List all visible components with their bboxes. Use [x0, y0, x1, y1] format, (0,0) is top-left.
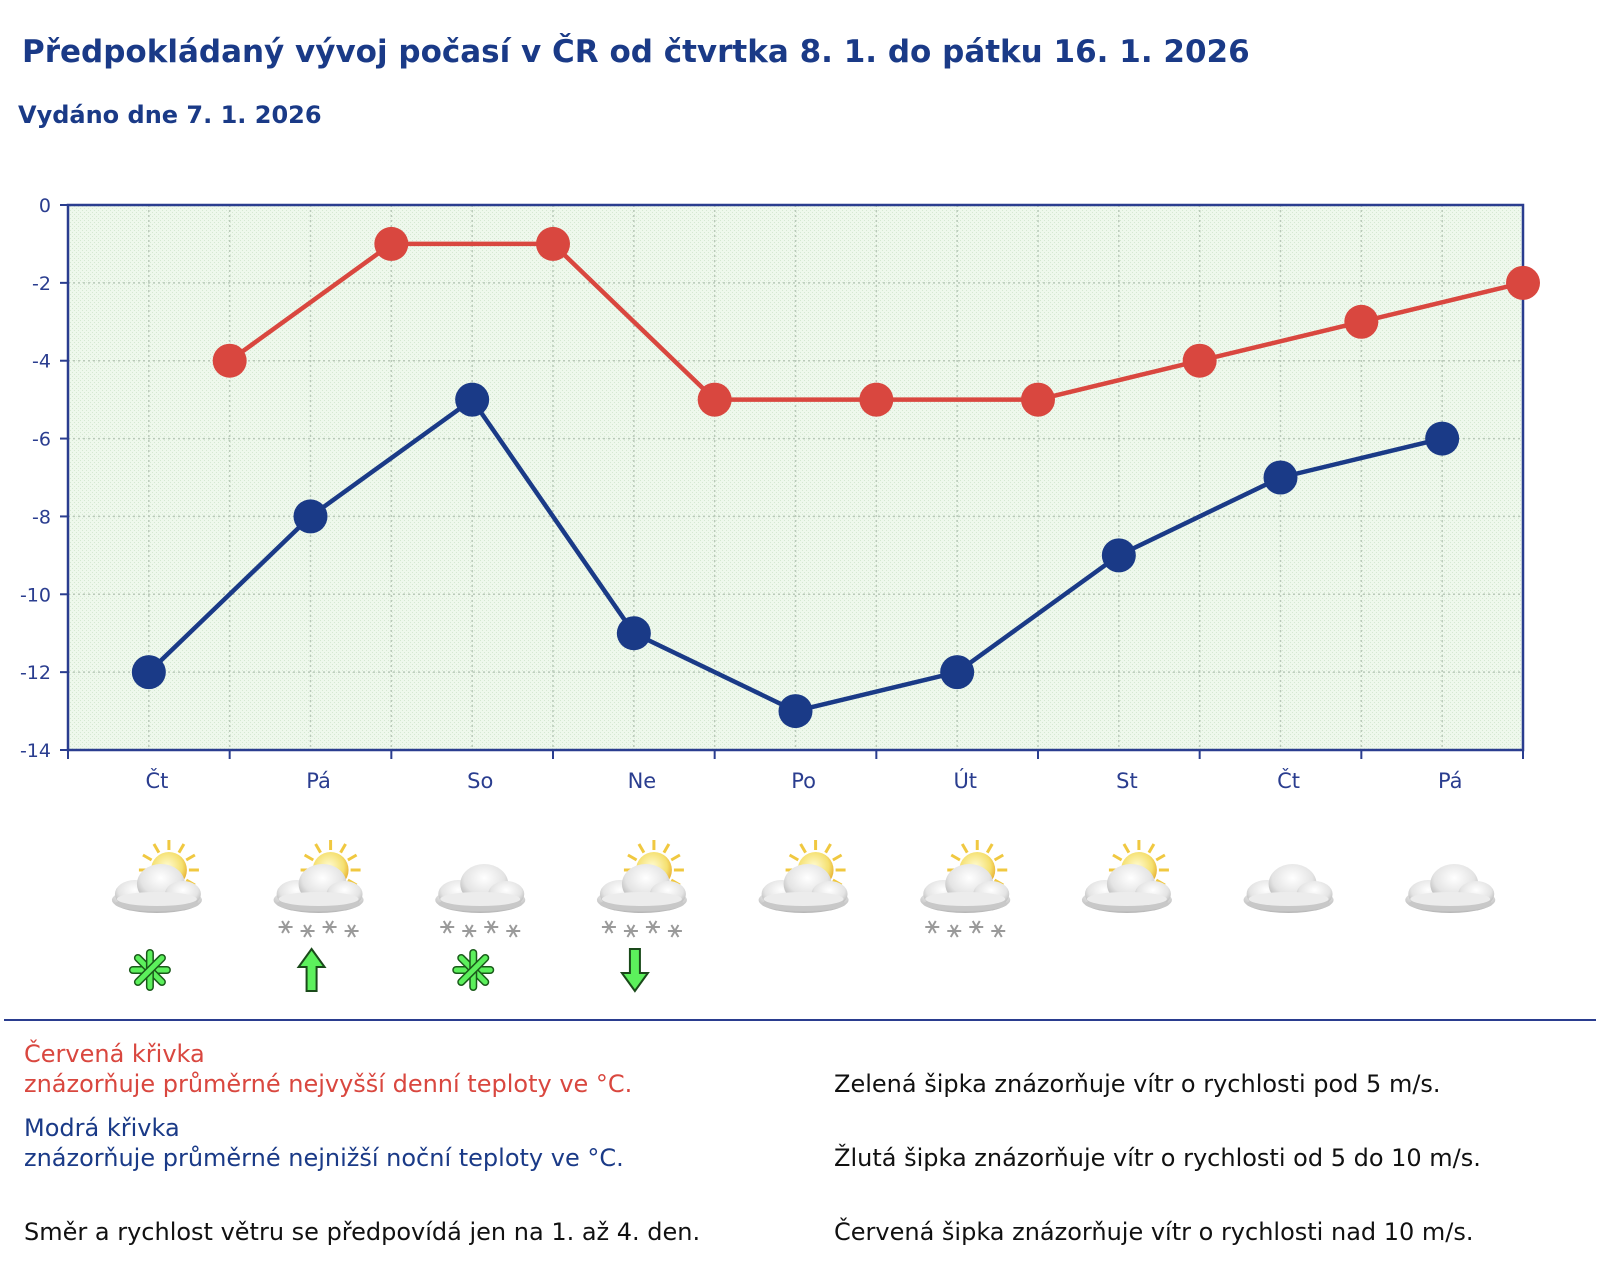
- cloud-icon: [435, 864, 526, 913]
- weather-day-7: [1081, 840, 1172, 913]
- cloud-icon: [920, 864, 1011, 913]
- y-axis: 0 -2 -4 -6 -8 -10 -12 -14: [20, 195, 68, 762]
- min-temp-point: [131, 655, 166, 690]
- y-tick-label: -4: [32, 351, 51, 373]
- max-temp-point: [1021, 382, 1055, 417]
- min-temp-point: [1425, 421, 1460, 456]
- cloud-icon: [273, 864, 364, 913]
- series-layer: [131, 226, 1540, 729]
- weather-day-2: [273, 840, 364, 992]
- blue-legend-desc: znázorňuje průměrné nejnižší noční teplo…: [24, 1144, 624, 1172]
- max-temp-point: [212, 343, 247, 378]
- cloud-icon: [1405, 864, 1496, 913]
- red-legend-title: Červená křivka: [24, 1040, 205, 1068]
- wind-arrow-down-icon: [619, 948, 650, 993]
- y-tick-label: -12: [20, 662, 51, 684]
- page-title: Předpokládaný vývoj počasí v ČR od čtvrt…: [22, 34, 1250, 70]
- weather-icons-row: [111, 840, 1496, 993]
- y-tick-label: 0: [39, 195, 51, 217]
- min-temp-point: [1263, 460, 1298, 495]
- plot-area: [66, 203, 1525, 752]
- max-temp-point: [1182, 343, 1217, 378]
- weather-day-9: [1405, 864, 1496, 913]
- yellow-arrow-note: Žlutá šipka znázorňuje vítr o rychlosti …: [834, 1144, 1481, 1172]
- wind-arrow-up-icon: [296, 947, 327, 992]
- red-legend-desc: znázorňuje průměrné nejvyšší denní teplo…: [24, 1070, 633, 1098]
- day-label: Út: [953, 768, 977, 793]
- weather-day-4: [596, 840, 687, 993]
- y-tick-label: -2: [32, 273, 51, 295]
- y-tick-label: -6: [32, 429, 51, 451]
- cloud-icon: [111, 864, 202, 913]
- cloud-icon: [1243, 864, 1334, 913]
- day-label: Pá: [1438, 769, 1463, 793]
- max-temp-point: [374, 226, 409, 261]
- cloud-icon: [596, 864, 687, 913]
- green-arrow-note: Zelená šipka znázorňuje vítr o rychlosti…: [834, 1070, 1441, 1098]
- day-label: Pá: [306, 769, 331, 793]
- y-tick-label: -8: [32, 506, 51, 528]
- min-temp-point: [940, 655, 975, 690]
- red-arrow-note: Červená šipka znázorňuje vítr o rychlost…: [834, 1218, 1474, 1246]
- y-tick-label: -10: [20, 584, 51, 606]
- day-label: So: [467, 769, 493, 793]
- day-label: Čt: [145, 768, 168, 793]
- cloud-icon: [1081, 864, 1172, 913]
- wind-star-icon: [452, 949, 495, 991]
- day-label: St: [1116, 769, 1138, 793]
- min-temp-point: [778, 694, 813, 729]
- min-temp-point: [293, 499, 328, 534]
- min-temp-point: [1101, 538, 1136, 573]
- cloud-icon: [758, 864, 849, 913]
- max-temp-point: [1506, 265, 1540, 300]
- y-tick-label: -14: [20, 740, 51, 762]
- min-temp-point: [455, 382, 490, 417]
- weather-day-6: [920, 840, 1011, 938]
- weather-day-1: [111, 840, 202, 991]
- snow-icon: [440, 920, 521, 938]
- max-temp-point: [859, 382, 894, 417]
- max-temp-point: [536, 226, 570, 261]
- min-temp-point: [616, 616, 651, 651]
- snow-icon: [278, 920, 359, 938]
- weather-day-5: [758, 840, 849, 913]
- snow-icon: [601, 920, 682, 938]
- wind-star-icon: [128, 949, 171, 991]
- blue-legend-title: Modrá křivka: [24, 1114, 180, 1142]
- snow-icon: [925, 920, 1006, 938]
- temperature-chart: 0 -2 -4 -6 -8 -10 -12 -14 Čt Pá So Ne Po Út St Čt Pá: [20, 195, 1540, 993]
- weather-day-8: [1243, 864, 1334, 913]
- weather-day-3: [435, 864, 526, 991]
- day-label: Čt: [1277, 768, 1300, 793]
- max-temp-point: [697, 382, 732, 417]
- divider: [4, 1019, 1596, 1021]
- wind-note: Směr a rychlost větru se předpovídá jen …: [24, 1218, 701, 1246]
- plot-frame: [66, 203, 1525, 752]
- day-label: Po: [791, 769, 816, 793]
- issue-date: Vydáno dne 7. 1. 2026: [18, 101, 322, 129]
- day-label: Ne: [628, 769, 657, 793]
- max-temp-point: [1344, 304, 1379, 339]
- x-axis: Čt Pá So Ne Po Út St Čt Pá: [67, 750, 1524, 793]
